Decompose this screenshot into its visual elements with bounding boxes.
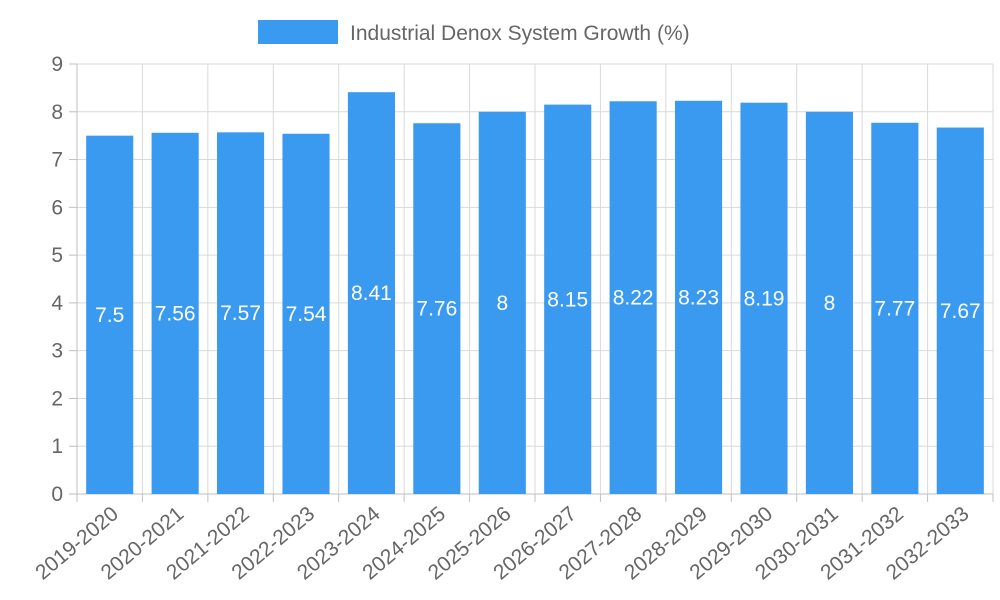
bar-value-label: 7.67 (940, 300, 981, 323)
bar-value-label: 7.5 (95, 304, 124, 327)
bar-value-label: 7.57 (220, 302, 261, 325)
y-tick-label: 9 (51, 53, 63, 76)
bar-value-label: 8 (824, 292, 836, 315)
bar-value-label: 8.19 (744, 287, 785, 310)
bar[interactable] (217, 132, 265, 495)
y-tick-label: 3 (51, 340, 63, 363)
bar[interactable] (740, 102, 788, 494)
y-tick-label: 7 (51, 149, 63, 172)
bar[interactable] (544, 104, 592, 494)
bar-value-label: 7.54 (286, 303, 327, 326)
bar[interactable] (805, 111, 853, 495)
bars (86, 92, 984, 495)
bar[interactable] (413, 123, 461, 494)
legend-label: Industrial Denox System Growth (%) (350, 22, 690, 45)
bar[interactable] (86, 135, 134, 494)
y-tick-label: 0 (51, 483, 63, 506)
y-tick-label: 2 (51, 387, 63, 410)
bar-value-label: 7.76 (416, 298, 457, 321)
bar[interactable] (871, 122, 919, 495)
bar[interactable] (936, 127, 984, 495)
grid (77, 63, 994, 495)
y-tick-label: 4 (51, 292, 63, 315)
bar[interactable] (609, 101, 657, 495)
bar-value-label: 8 (496, 292, 508, 315)
bar[interactable] (478, 111, 526, 495)
bar-value-label: 8.15 (547, 288, 588, 311)
bar-value-label: 8.22 (613, 287, 654, 310)
bar-value-label: 7.77 (874, 297, 915, 320)
legend: Industrial Denox System Growth (%) (258, 20, 690, 45)
bar-value-label: 7.56 (155, 302, 196, 325)
y-tick-label: 8 (51, 101, 63, 124)
data-labels: 7.5 7.56 7.57 7.54 8.41 7.76 8 8.15 8.22 8.23 8.19… (95, 282, 981, 327)
bar[interactable] (347, 92, 395, 494)
y-tick-label: 6 (51, 196, 63, 219)
bar[interactable] (282, 133, 330, 494)
bar-value-label: 8.23 (678, 286, 719, 309)
x-axis-tick-labels: 2019-20202020-20212021-20222022-20232023… (31, 502, 973, 584)
y-tick-label: 5 (51, 244, 63, 267)
y-tick-label: 1 (51, 435, 63, 458)
legend-swatch (258, 20, 338, 44)
y-axis-tick-labels: 0 1 2 3 4 5 6 7 8 9 (51, 53, 63, 506)
bar[interactable] (675, 100, 723, 495)
bar-value-label: 8.41 (351, 282, 392, 305)
bar[interactable] (151, 132, 199, 495)
